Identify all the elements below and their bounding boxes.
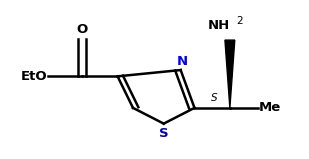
Text: S: S bbox=[211, 93, 218, 103]
Text: O: O bbox=[77, 23, 88, 36]
Text: 2: 2 bbox=[236, 16, 242, 26]
Text: N: N bbox=[177, 55, 188, 68]
Text: S: S bbox=[159, 127, 168, 140]
Polygon shape bbox=[225, 40, 235, 108]
Text: NH: NH bbox=[208, 19, 230, 32]
Text: Me: Me bbox=[259, 101, 281, 114]
Text: EtO: EtO bbox=[21, 70, 48, 83]
